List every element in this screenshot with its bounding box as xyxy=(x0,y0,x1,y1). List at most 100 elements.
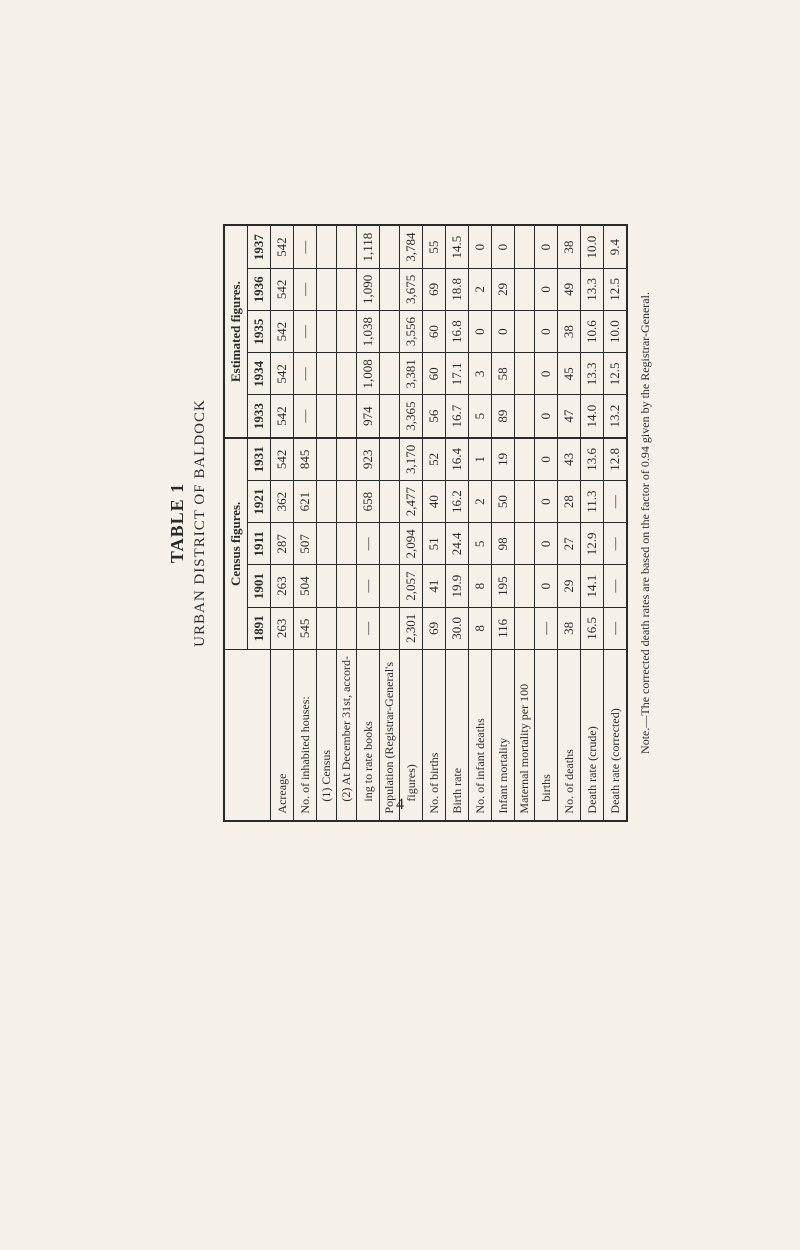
data-cell: 56 xyxy=(423,395,446,438)
data-cell xyxy=(337,438,357,481)
year-header: 1911 xyxy=(248,523,271,565)
data-cell: 17.1 xyxy=(446,353,469,395)
data-cell xyxy=(337,607,357,649)
data-cell xyxy=(317,565,337,607)
data-cell: 5 xyxy=(469,523,492,565)
data-cell: 16.7 xyxy=(446,395,469,438)
data-cell: 542 xyxy=(271,395,294,438)
data-cell: 195 xyxy=(492,565,515,607)
data-cell: 3,365 xyxy=(400,395,423,438)
data-cell: 89 xyxy=(492,395,515,438)
data-cell: 0 xyxy=(492,225,515,268)
data-cell xyxy=(380,480,400,522)
data-cell xyxy=(515,353,535,395)
data-cell: 1,118 xyxy=(357,225,380,268)
data-cell: 362 xyxy=(271,480,294,522)
data-cell: 1,090 xyxy=(357,268,380,310)
data-cell: 69 xyxy=(423,607,446,649)
table-row: (1) Census xyxy=(317,225,337,820)
row-label: Maternal mortality per 100 xyxy=(515,649,535,820)
data-cell xyxy=(337,268,357,310)
data-cell: 29 xyxy=(492,268,515,310)
row-label: Death rate (corrected) xyxy=(604,649,628,820)
group-header-row: Census figures. Estimated figures. xyxy=(224,225,248,820)
row-label: ing to rate books xyxy=(357,649,380,820)
year-header: 1935 xyxy=(248,310,271,352)
data-cell: 12.9 xyxy=(581,523,604,565)
data-cell: — xyxy=(357,523,380,565)
data-cell: 542 xyxy=(271,268,294,310)
data-cell: — xyxy=(604,565,628,607)
data-cell: 0 xyxy=(535,395,558,438)
data-cell: 8 xyxy=(469,565,492,607)
data-cell: 0 xyxy=(469,310,492,352)
data-cell: 0 xyxy=(535,480,558,522)
data-cell: 542 xyxy=(271,310,294,352)
census-group-header: Census figures. xyxy=(224,438,248,650)
data-cell xyxy=(337,225,357,268)
table-row: Birth rate30.019.924.416.216.416.717.116… xyxy=(446,225,469,820)
data-cell xyxy=(515,225,535,268)
data-cell: — xyxy=(357,565,380,607)
data-cell xyxy=(317,523,337,565)
data-cell xyxy=(380,225,400,268)
data-cell xyxy=(515,607,535,649)
data-cell: 3 xyxy=(469,353,492,395)
footnote: Note.—The corrected death rates are base… xyxy=(638,0,653,1073)
table-row: Maternal mortality per 100 xyxy=(515,225,535,820)
data-cell: 11.3 xyxy=(581,480,604,522)
data-cell: 3,675 xyxy=(400,268,423,310)
data-cell: 9.4 xyxy=(604,225,628,268)
table-row: (2) At December 31st, accord- xyxy=(337,225,357,820)
data-cell: 2,094 xyxy=(400,523,423,565)
corner-cell xyxy=(224,649,271,820)
table-row: Infant mortality11619598501989580290 xyxy=(492,225,515,820)
data-cell: 30.0 xyxy=(446,607,469,649)
data-cell: 13.3 xyxy=(581,268,604,310)
data-cell: 19 xyxy=(492,438,515,481)
data-cell: 658 xyxy=(357,480,380,522)
data-cell: 3,784 xyxy=(400,225,423,268)
year-header: 1921 xyxy=(248,480,271,522)
data-cell xyxy=(317,438,337,481)
data-cell xyxy=(515,480,535,522)
estimated-group-header: Estimated figures. xyxy=(224,225,248,437)
data-cell: 116 xyxy=(492,607,515,649)
data-cell: 16.2 xyxy=(446,480,469,522)
data-cell: 12.5 xyxy=(604,268,628,310)
data-cell: 98 xyxy=(492,523,515,565)
row-label: figures) xyxy=(400,649,423,820)
table-row: No. of births69415140525660606955 xyxy=(423,225,446,820)
data-cell xyxy=(317,607,337,649)
table-row: ing to rate books———6589239741,0081,0381… xyxy=(357,225,380,820)
data-cell: 58 xyxy=(492,353,515,395)
data-cell: 10.0 xyxy=(581,225,604,268)
data-cell xyxy=(380,607,400,649)
data-cell: 974 xyxy=(357,395,380,438)
data-cell: 0 xyxy=(535,438,558,481)
row-label: Infant mortality xyxy=(492,649,515,820)
table-label: TABLE 1 xyxy=(167,0,188,1073)
year-header: 1937 xyxy=(248,225,271,268)
data-cell: 55 xyxy=(423,225,446,268)
data-cell: 28 xyxy=(558,480,581,522)
data-cell xyxy=(337,523,357,565)
row-label: Population (Registrar-General's xyxy=(380,649,400,820)
data-cell: 0 xyxy=(492,310,515,352)
row-label: Death rate (crude) xyxy=(581,649,604,820)
data-cell: 51 xyxy=(423,523,446,565)
data-cell xyxy=(380,523,400,565)
data-cell: 13.6 xyxy=(581,438,604,481)
data-cell: — xyxy=(294,395,317,438)
data-cell: 29 xyxy=(558,565,581,607)
data-cell: 41 xyxy=(423,565,446,607)
data-cell: 38 xyxy=(558,225,581,268)
data-cell: 0 xyxy=(535,353,558,395)
row-label: Birth rate xyxy=(446,649,469,820)
data-cell: 621 xyxy=(294,480,317,522)
data-cell: 845 xyxy=(294,438,317,481)
data-cell: 60 xyxy=(423,310,446,352)
data-cell xyxy=(317,310,337,352)
data-cell: 16.4 xyxy=(446,438,469,481)
data-cell xyxy=(380,395,400,438)
